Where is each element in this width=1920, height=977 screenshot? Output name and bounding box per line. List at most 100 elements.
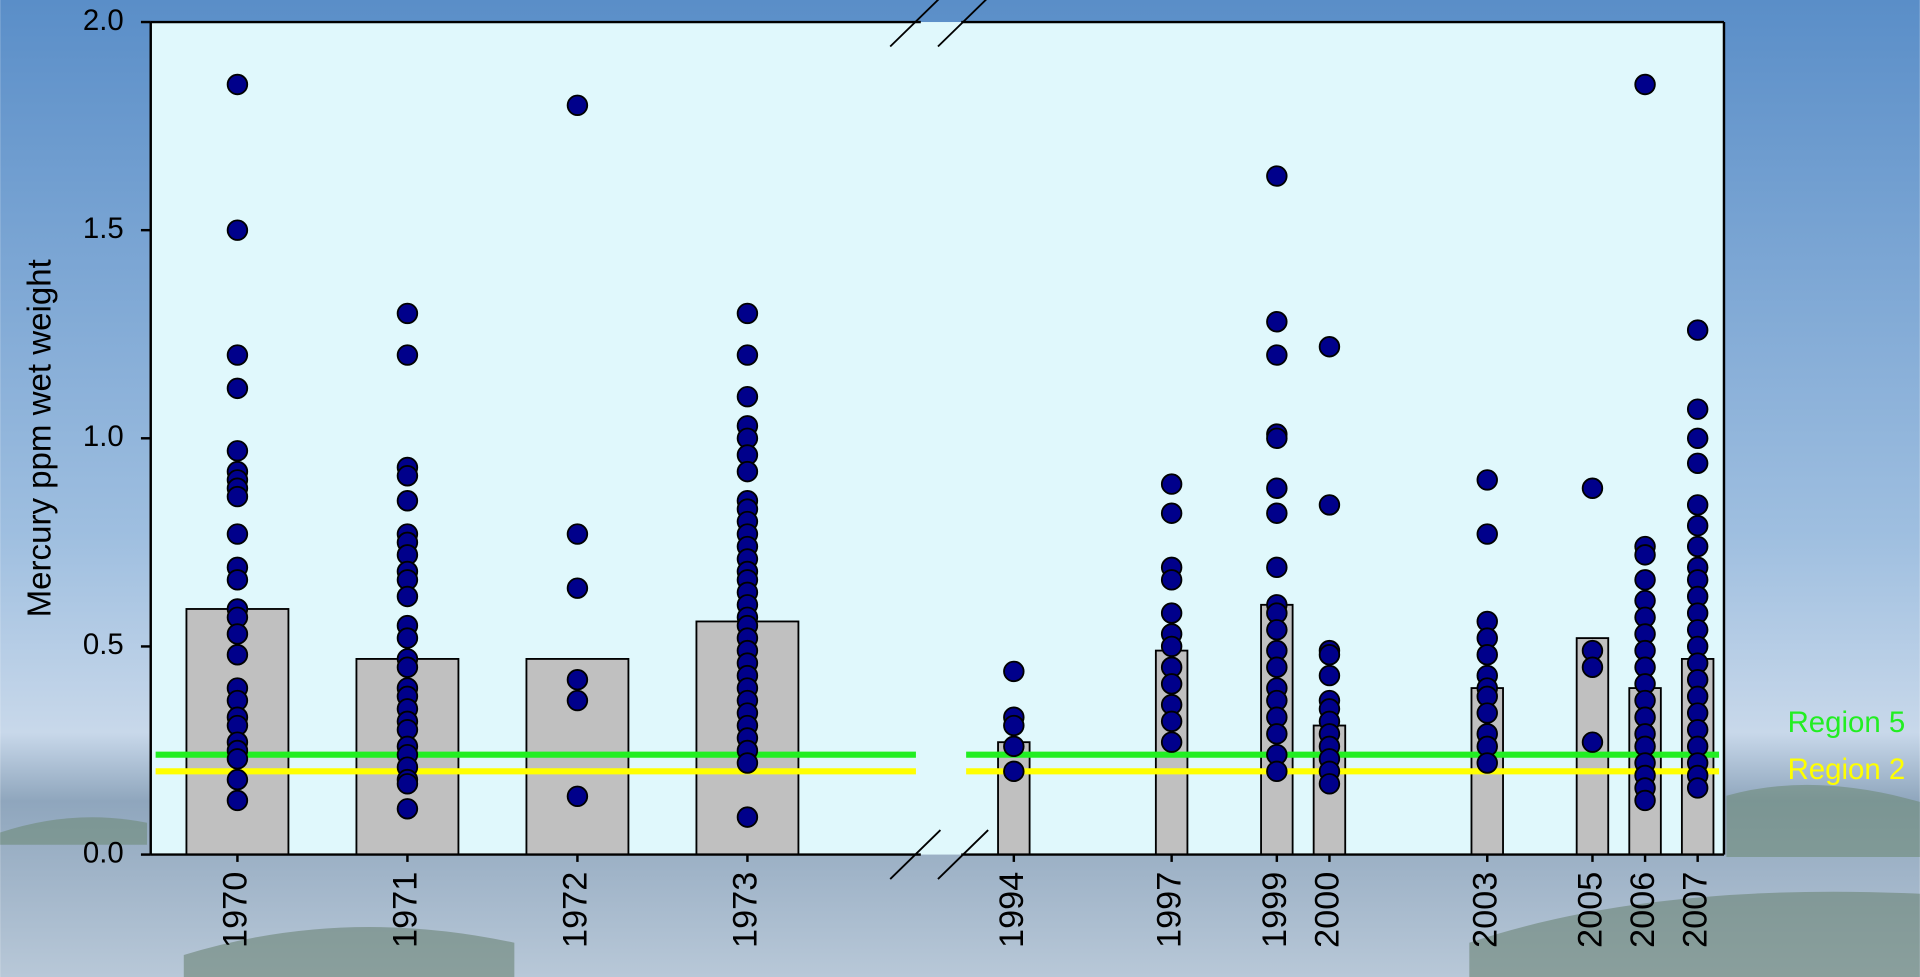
data-point xyxy=(1634,73,1656,96)
data-point xyxy=(1266,502,1288,524)
y-tick-label: 0.5 xyxy=(83,628,124,661)
data-point xyxy=(1686,452,1709,474)
data-point xyxy=(1318,494,1341,516)
data-point xyxy=(1266,760,1288,783)
data-point xyxy=(736,344,759,366)
data-point xyxy=(226,644,249,666)
data-point xyxy=(1266,556,1288,579)
data-point xyxy=(226,789,249,812)
data-point xyxy=(1266,656,1288,678)
data-point xyxy=(396,490,419,512)
data-point xyxy=(1266,311,1288,333)
data-point xyxy=(1160,673,1183,695)
reference-label: Region 2 xyxy=(1788,753,1906,786)
data-point xyxy=(1160,602,1183,624)
data-point xyxy=(226,73,249,96)
x-tick-label: 1994 xyxy=(993,872,1031,948)
axis-break xyxy=(889,829,942,880)
data-point xyxy=(1003,660,1025,683)
data-point xyxy=(1160,473,1183,495)
data-point xyxy=(226,569,249,591)
data-point xyxy=(566,785,589,808)
data-point xyxy=(1476,523,1498,545)
data-point xyxy=(1476,644,1498,666)
data-point xyxy=(736,806,759,828)
x-tick-label: 2003 xyxy=(1466,872,1504,948)
y-tick-label: 0.0 xyxy=(83,836,124,869)
data-point xyxy=(1318,664,1341,687)
x-tick-label: 2000 xyxy=(1309,872,1347,948)
data-point xyxy=(566,94,589,117)
x-tick-label: 2007 xyxy=(1677,872,1715,948)
data-point xyxy=(1266,723,1288,745)
data-point xyxy=(1686,398,1709,420)
data-point xyxy=(1160,731,1183,753)
data-point xyxy=(226,344,249,366)
data-point xyxy=(226,748,249,770)
data-point xyxy=(396,627,419,649)
reference-label: Region 5 xyxy=(1788,706,1906,739)
data-point xyxy=(1160,569,1183,591)
data-point xyxy=(1266,619,1288,641)
data-point xyxy=(226,440,249,462)
data-point xyxy=(566,669,589,691)
data-point xyxy=(1634,544,1656,566)
axis-break xyxy=(937,829,989,880)
data-point xyxy=(1581,656,1604,678)
background-land xyxy=(0,817,148,845)
data-point xyxy=(1003,714,1025,737)
axis-break xyxy=(937,0,987,48)
data-point xyxy=(1686,319,1709,341)
x-tick-label: 2005 xyxy=(1572,872,1610,948)
data-point xyxy=(566,689,589,712)
background-land xyxy=(1726,784,1920,858)
data-point xyxy=(1160,710,1183,733)
data-point xyxy=(396,798,419,820)
background-land xyxy=(1469,891,1920,977)
data-point xyxy=(226,768,249,791)
data-point xyxy=(1686,515,1709,537)
data-point xyxy=(1266,165,1288,187)
data-point xyxy=(1266,344,1288,366)
data-point xyxy=(396,344,419,366)
data-point xyxy=(736,460,759,483)
data-point xyxy=(226,485,249,508)
data-point xyxy=(1476,702,1498,724)
x-tick-label: 1970 xyxy=(216,872,254,948)
data-point xyxy=(1476,469,1498,491)
data-point xyxy=(226,623,249,645)
x-tick-label: 1973 xyxy=(726,872,764,948)
data-point xyxy=(1686,777,1709,799)
axis-break xyxy=(889,0,940,48)
data-point xyxy=(1686,535,1709,558)
data-point xyxy=(1686,427,1709,450)
data-point xyxy=(1318,644,1341,666)
bar xyxy=(997,741,1031,856)
data-point xyxy=(1160,502,1183,524)
data-point xyxy=(396,585,419,608)
x-tick-label: 1999 xyxy=(1256,872,1294,948)
data-point xyxy=(736,302,759,325)
x-tick-label: 1972 xyxy=(556,872,594,948)
data-point xyxy=(1003,760,1025,783)
data-point xyxy=(1634,789,1656,812)
data-point xyxy=(1686,494,1709,516)
data-point xyxy=(396,302,419,325)
y-axis-label: Mercury ppm wet weight xyxy=(22,259,59,617)
data-point xyxy=(1581,731,1604,753)
data-point xyxy=(736,385,759,408)
data-point xyxy=(566,523,589,545)
y-tick-label: 2.0 xyxy=(83,4,124,37)
data-point xyxy=(226,523,249,545)
data-point xyxy=(1634,569,1656,591)
data-point xyxy=(1266,427,1288,450)
marks xyxy=(155,73,1720,856)
y-tick-label: 1.5 xyxy=(83,212,124,245)
data-point xyxy=(226,377,249,400)
data-point xyxy=(226,219,249,241)
data-point xyxy=(396,773,419,795)
x-tick-label: 2006 xyxy=(1624,872,1662,948)
data-point xyxy=(1003,735,1025,758)
